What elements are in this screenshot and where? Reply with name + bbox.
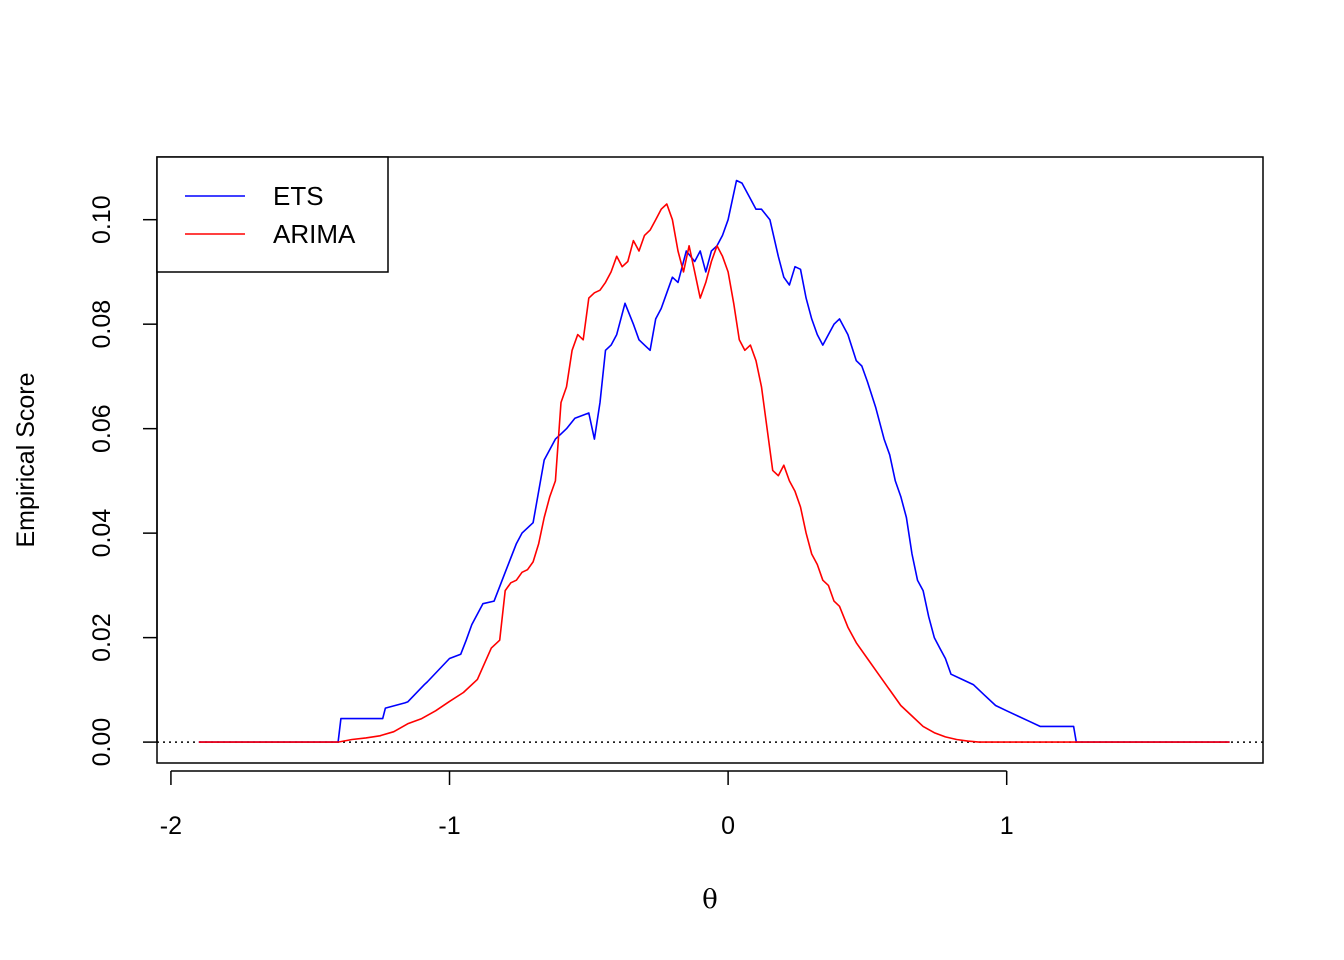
y-tick-label: 0.08 — [88, 300, 116, 349]
series-line-ets — [198, 179, 1230, 743]
y-axis-label: Empirical Score — [12, 372, 40, 547]
y-tick-label: 0.00 — [88, 718, 116, 767]
y-tick-label: 0.06 — [88, 404, 116, 453]
legend-box — [156, 156, 389, 273]
legend-label-ets: ETS — [273, 181, 324, 211]
x-tick-label: -2 — [160, 812, 182, 840]
x-tick-label: -1 — [438, 812, 460, 840]
x-axis-label: θ — [702, 885, 718, 915]
y-tick-label: 0.02 — [88, 613, 116, 662]
y-tick-label: 0.10 — [88, 195, 116, 244]
legend-label-arima: ARIMA — [273, 219, 356, 249]
y-tick-label: 0.04 — [88, 509, 116, 558]
x-tick-label: 0 — [721, 812, 735, 840]
series-line-arima — [198, 203, 1230, 743]
x-tick-label: 1 — [1000, 812, 1014, 840]
